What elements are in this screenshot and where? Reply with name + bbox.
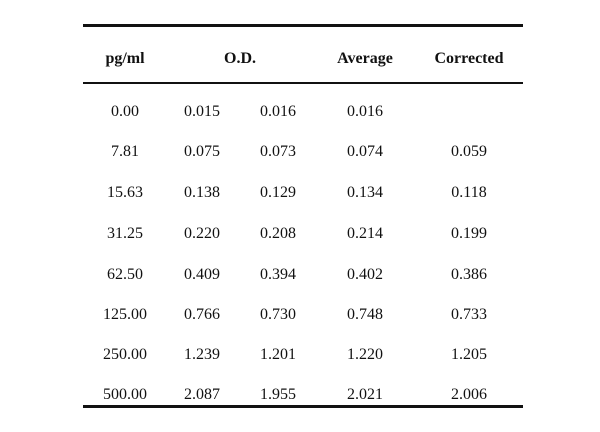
table-top-rule (83, 24, 523, 27)
cell-od-1: 0.075 (184, 142, 220, 160)
cell-average: 1.220 (347, 345, 383, 363)
cell-concentration: 15.63 (107, 183, 143, 201)
cell-average: 0.134 (347, 183, 383, 201)
header-corrected: Corrected (434, 50, 504, 67)
table-header-rule (83, 82, 523, 84)
header-average: Average (337, 50, 393, 67)
cell-od-2: 0.016 (260, 102, 296, 120)
cell-corrected: 2.006 (451, 385, 487, 403)
cell-od-1: 0.220 (184, 224, 220, 242)
header-concentration: pg/ml (105, 50, 145, 67)
cell-od-2: 0.073 (260, 142, 296, 160)
cell-average: 2.021 (347, 385, 383, 403)
cell-corrected: 1.205 (451, 345, 487, 363)
cell-corrected: 0.199 (451, 224, 487, 242)
table-header-row: pg/ml O.D. Average Corrected (83, 27, 523, 82)
table-row: 250.00 1.239 1.201 1.220 1.205 (83, 346, 523, 366)
cell-od-2: 1.955 (260, 385, 296, 403)
cell-od-1: 1.239 (184, 345, 220, 363)
table-row: 15.63 0.138 0.129 0.134 0.118 (83, 184, 523, 204)
cell-od-1: 0.015 (184, 102, 220, 120)
standard-curve-table: pg/ml O.D. Average Corrected 0.00 0.015 … (83, 24, 523, 408)
cell-concentration: 250.00 (103, 345, 147, 363)
cell-od-2: 0.730 (260, 305, 296, 323)
cell-od-1: 2.087 (184, 385, 220, 403)
cell-corrected: 0.386 (451, 265, 487, 283)
cell-concentration: 0.00 (111, 102, 139, 120)
table-bottom-rule (83, 404, 523, 408)
table-body: 0.00 0.015 0.016 0.016 7.81 0.075 0.073 … (83, 84, 523, 405)
table-row: 31.25 0.220 0.208 0.214 0.199 (83, 225, 523, 245)
cell-od-2: 1.201 (260, 345, 296, 363)
cell-od-2: 0.208 (260, 224, 296, 242)
cell-od-1: 0.138 (184, 183, 220, 201)
cell-average: 0.214 (347, 224, 383, 242)
header-od: O.D. (224, 50, 256, 67)
cell-od-1: 0.766 (184, 305, 220, 323)
cell-od-2: 0.394 (260, 265, 296, 283)
cell-corrected: 0.733 (451, 305, 487, 323)
cell-average: 0.074 (347, 142, 383, 160)
table-row: 125.00 0.766 0.730 0.748 0.733 (83, 306, 523, 326)
cell-concentration: 125.00 (103, 305, 147, 323)
cell-od-1: 0.409 (184, 265, 220, 283)
cell-average: 0.016 (347, 102, 383, 120)
table-row: 7.81 0.075 0.073 0.074 0.059 (83, 143, 523, 163)
cell-concentration: 7.81 (111, 142, 139, 160)
cell-corrected: 0.118 (451, 183, 487, 201)
cell-od-2: 0.129 (260, 183, 296, 201)
cell-concentration: 500.00 (103, 385, 147, 403)
cell-average: 0.748 (347, 305, 383, 323)
cell-concentration: 62.50 (107, 265, 143, 283)
table-row: 62.50 0.409 0.394 0.402 0.386 (83, 266, 523, 286)
cell-concentration: 31.25 (107, 224, 143, 242)
cell-corrected: 0.059 (451, 142, 487, 160)
table-row: 500.00 2.087 1.955 2.021 2.006 (83, 386, 523, 406)
table-row: 0.00 0.015 0.016 0.016 (83, 103, 523, 123)
cell-average: 0.402 (347, 265, 383, 283)
